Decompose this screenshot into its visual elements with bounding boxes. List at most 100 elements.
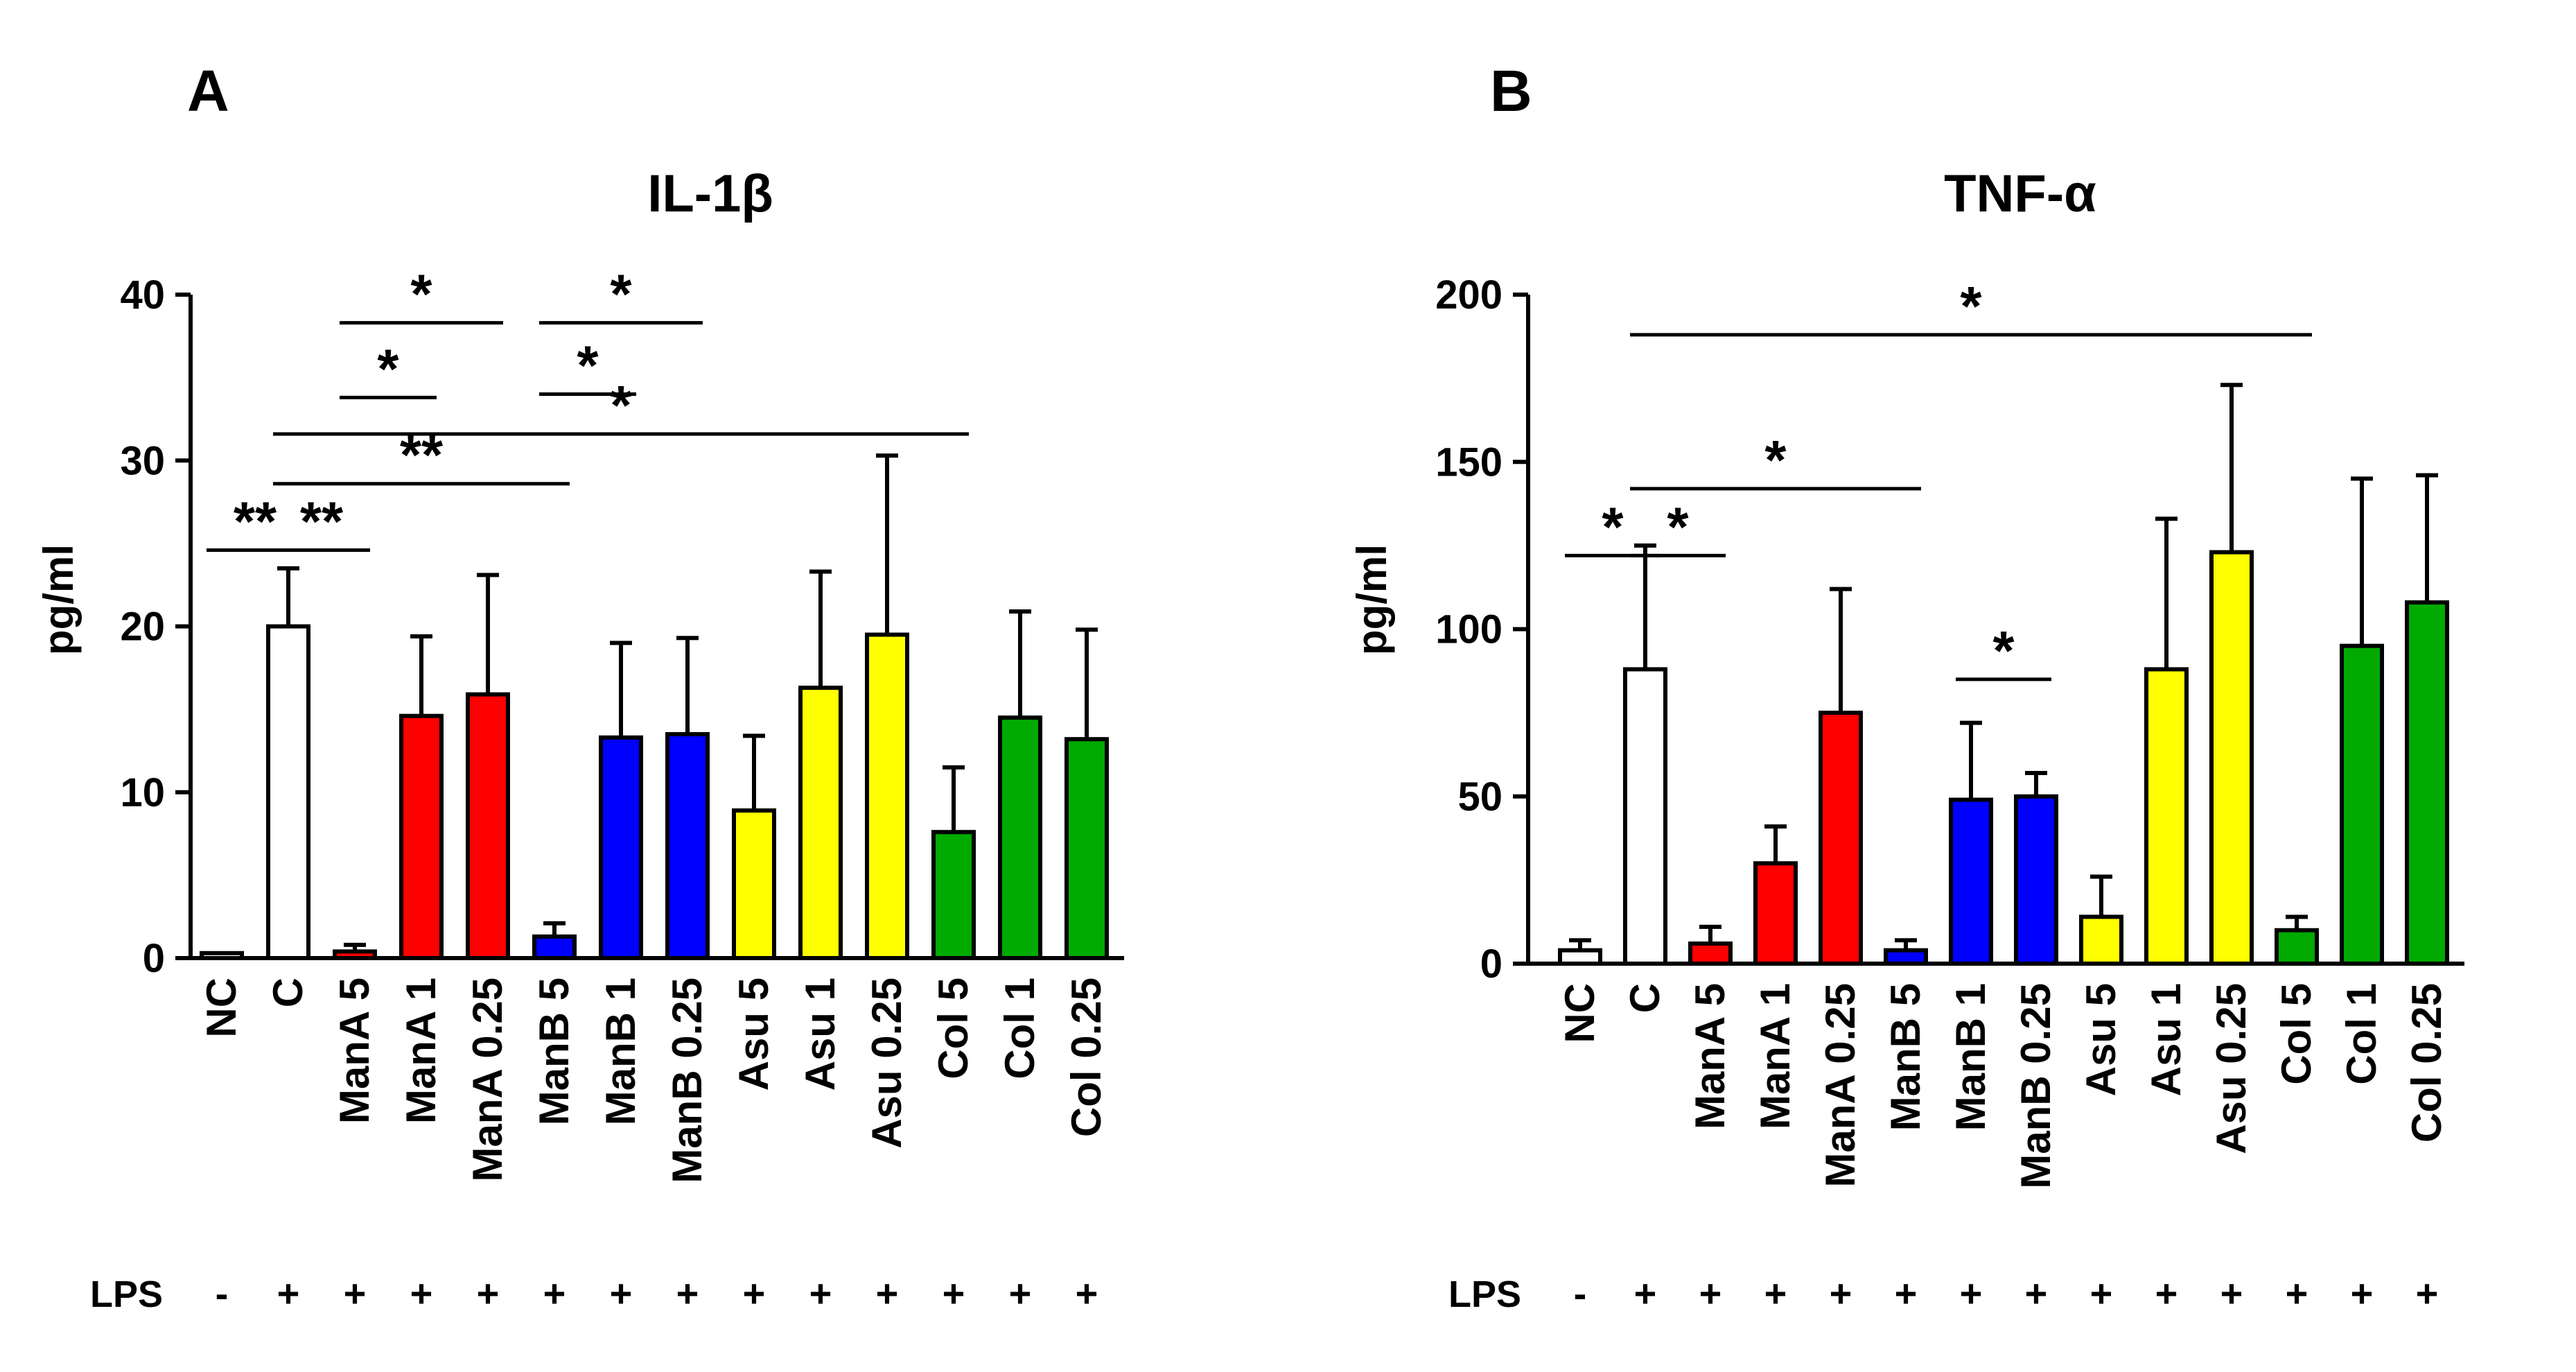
y-axis-label: pg/ml bbox=[35, 544, 82, 655]
significance-label: * bbox=[1602, 496, 1624, 557]
y-tick-label: 100 bbox=[1435, 607, 1502, 652]
panel-b: B TNF-α pg/ml LPS 0 50 100 150 200 NC - C + ManA … bbox=[1349, 58, 2464, 1315]
x-tick-label: Asu 5 bbox=[730, 978, 777, 1091]
x-tick-label: Col 0.25 bbox=[2403, 983, 2450, 1143]
significance-label: * bbox=[1992, 620, 2015, 681]
x-tick-label: ManB 1 bbox=[597, 978, 644, 1125]
lps-sign: + bbox=[2090, 1271, 2113, 1315]
y-tick-label: 20 bbox=[120, 605, 165, 650]
lps-sign: + bbox=[743, 1271, 766, 1315]
x-tick-label: ManA 5 bbox=[1687, 983, 1733, 1129]
significance-label: ** bbox=[234, 490, 277, 552]
bar bbox=[333, 949, 377, 961]
significance-label: * bbox=[1667, 496, 1689, 557]
bar bbox=[2405, 600, 2449, 966]
x-tick-label: C bbox=[265, 978, 311, 1007]
x-tick-label: Col 5 bbox=[930, 978, 976, 1079]
bar bbox=[2340, 643, 2384, 966]
lps-sign: + bbox=[876, 1271, 899, 1315]
lps-sign: - bbox=[216, 1271, 229, 1315]
lps-sign: + bbox=[2155, 1271, 2178, 1315]
lps-sign: + bbox=[943, 1271, 965, 1315]
lps-sign: + bbox=[2220, 1271, 2243, 1315]
panel-letter: A bbox=[187, 58, 229, 123]
bar bbox=[1884, 948, 1928, 966]
x-tick-label: Col 1 bbox=[2338, 983, 2385, 1085]
lps-sign: + bbox=[543, 1271, 566, 1315]
bar bbox=[266, 624, 310, 960]
bar bbox=[665, 732, 710, 960]
x-tick-label: Asu 1 bbox=[2143, 983, 2189, 1096]
x-tick-label: ManA 1 bbox=[398, 978, 444, 1124]
lps-sign: + bbox=[1634, 1271, 1657, 1315]
bar bbox=[1949, 797, 1993, 966]
lps-sign: + bbox=[477, 1271, 500, 1315]
lps-sign: + bbox=[676, 1271, 699, 1315]
significance-label: * bbox=[1960, 275, 1982, 337]
bar bbox=[931, 830, 976, 961]
x-tick-label: ManA 0.25 bbox=[1817, 983, 1864, 1188]
y-tick-label: 150 bbox=[1435, 440, 1502, 485]
x-tick-label: ManB 0.25 bbox=[2013, 983, 2059, 1189]
y-tick-label: 0 bbox=[1480, 941, 1502, 987]
lps-sign: + bbox=[1009, 1271, 1032, 1315]
x-tick-label: NC bbox=[198, 978, 245, 1038]
x-tick-label: ManB 5 bbox=[531, 978, 577, 1125]
y-tick-label: 30 bbox=[120, 438, 165, 483]
lps-sign: + bbox=[1076, 1271, 1098, 1315]
significance-label: * bbox=[577, 335, 599, 397]
significance-label: * bbox=[377, 338, 399, 399]
lps-sign: + bbox=[1895, 1271, 1918, 1315]
bar bbox=[2079, 914, 2123, 966]
x-tick-label: Asu 1 bbox=[797, 978, 843, 1091]
lps-sign: + bbox=[2025, 1271, 2048, 1315]
lps-sign: + bbox=[1764, 1271, 1787, 1315]
x-tick-label: Asu 5 bbox=[2078, 983, 2124, 1096]
significance-label: * bbox=[1764, 429, 1787, 491]
x-tick-label: Asu 0.25 bbox=[864, 978, 910, 1149]
x-tick-label: C bbox=[1622, 983, 1668, 1013]
chart-title: TNF-α bbox=[1944, 164, 2096, 223]
bar bbox=[2275, 928, 2319, 966]
lps-sign: + bbox=[610, 1271, 633, 1315]
lps-sign: + bbox=[809, 1271, 832, 1315]
lps-label: LPS bbox=[90, 1274, 163, 1315]
y-axis-label: pg/ml bbox=[1349, 544, 1395, 655]
lps-label: LPS bbox=[1448, 1274, 1521, 1315]
bar bbox=[798, 686, 843, 961]
bar bbox=[998, 715, 1042, 961]
bar bbox=[1623, 667, 1667, 966]
lps-sign: + bbox=[277, 1271, 300, 1315]
x-tick-label: Col 1 bbox=[997, 978, 1043, 1079]
x-tick-label: NC bbox=[1557, 983, 1603, 1043]
x-tick-label: Asu 0.25 bbox=[2208, 983, 2254, 1154]
lps-sign: + bbox=[2351, 1271, 2374, 1315]
chart-title: IL-1β bbox=[647, 164, 773, 223]
x-tick-label: ManA 0.25 bbox=[464, 978, 511, 1182]
lps-sign: + bbox=[1830, 1271, 1852, 1315]
significance-label: * bbox=[610, 263, 632, 325]
y-tick-label: 10 bbox=[120, 770, 165, 815]
significance-label: * bbox=[610, 374, 632, 436]
x-tick-label: ManB 0.25 bbox=[664, 978, 710, 1183]
bar bbox=[1819, 711, 1863, 966]
bar bbox=[1558, 948, 1602, 966]
significance-label: * bbox=[410, 263, 432, 325]
bar bbox=[466, 692, 510, 961]
bar bbox=[1064, 737, 1109, 960]
bar bbox=[732, 808, 776, 960]
x-tick-label: ManB 1 bbox=[1947, 983, 1994, 1131]
x-tick-label: ManB 5 bbox=[1882, 983, 1929, 1131]
lps-sign: + bbox=[410, 1271, 433, 1315]
bar bbox=[2014, 794, 2058, 966]
bar bbox=[2209, 550, 2254, 966]
bar bbox=[865, 632, 909, 961]
bar bbox=[1688, 941, 1733, 966]
lps-sign: + bbox=[2416, 1271, 2439, 1315]
lps-sign: + bbox=[1960, 1271, 1983, 1315]
bar bbox=[532, 934, 577, 960]
significance-label: ** bbox=[300, 490, 344, 552]
y-tick-label: 40 bbox=[120, 272, 165, 318]
x-tick-label: ManA 5 bbox=[331, 978, 378, 1124]
y-tick-label: 0 bbox=[143, 936, 165, 981]
